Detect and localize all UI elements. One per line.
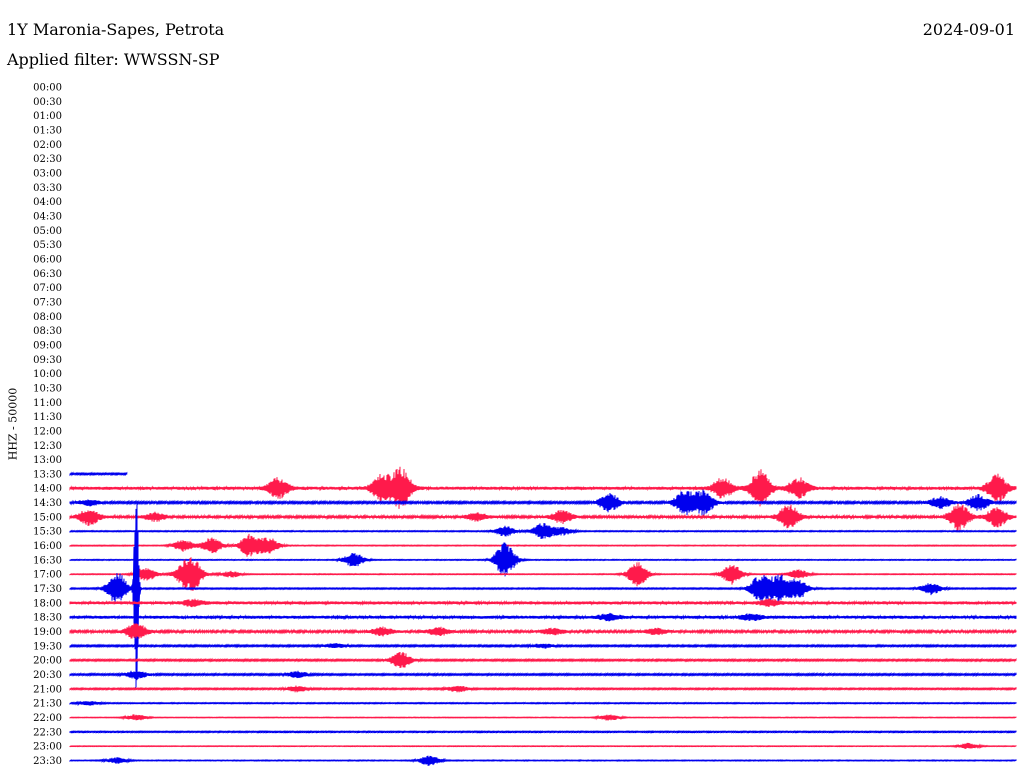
row-tick-label: 23:00 (33, 742, 62, 753)
trace-line (69, 714, 1017, 721)
row-tick-label: 13:30 (33, 469, 62, 480)
date-label: 2024-09-01 (922, 20, 1015, 39)
trace-line (69, 612, 1017, 622)
row-tick-label: 13:00 (33, 455, 62, 466)
row-tick-label: 06:30 (33, 269, 62, 280)
trace-line (69, 557, 1017, 591)
row-tick-label: 19:00 (33, 627, 62, 638)
row-tick-label: 20:00 (33, 656, 62, 667)
row-tick-label: 14:30 (33, 498, 62, 509)
row-tick-label: 06:00 (33, 255, 62, 266)
row-tick-label: 18:00 (33, 598, 62, 609)
filter-label: Applied filter: WWSSN-SP (7, 50, 220, 69)
row-tick-label: 21:30 (33, 699, 62, 710)
row-tick-label: 08:30 (33, 326, 62, 337)
trace-line (69, 742, 1017, 750)
row-tick-label: 08:00 (33, 312, 62, 323)
row-tick-label: 17:30 (33, 584, 62, 595)
row-tick-label: 11:30 (33, 412, 62, 423)
row-tick-label: 04:00 (33, 197, 62, 208)
trace-line (69, 503, 1017, 532)
row-tick-label: 10:30 (33, 383, 62, 394)
row-tick-label: 17:00 (33, 570, 62, 581)
row-tick-label: 20:30 (33, 670, 62, 681)
row-tick-label: 21:00 (33, 684, 62, 695)
row-tick-label: 03:30 (33, 183, 62, 194)
row-tick-label: 22:30 (33, 727, 62, 738)
trace-line (69, 642, 1017, 649)
row-tick-label: 05:00 (33, 226, 62, 237)
trace-line (69, 533, 1017, 557)
row-tick-label: 15:00 (33, 512, 62, 523)
row-tick-label: 01:00 (33, 111, 62, 122)
row-tick-label: 09:00 (33, 340, 62, 351)
row-tick-label: 09:30 (33, 355, 62, 366)
trace-line (69, 623, 1017, 639)
row-tick-label: 19:30 (33, 641, 62, 652)
row-tick-label: 02:00 (33, 140, 62, 151)
trace-line (69, 501, 1017, 689)
row-tick-label: 02:30 (33, 154, 62, 165)
row-tick-label: 16:30 (33, 555, 62, 566)
trace-line (69, 598, 1017, 608)
row-tick-label: 01:30 (33, 126, 62, 137)
row-tick-label: 14:00 (33, 484, 62, 495)
row-tick-label: 07:00 (33, 283, 62, 294)
trace-line (69, 651, 1017, 669)
trace-line (69, 522, 1017, 540)
trace-line (69, 730, 1017, 734)
row-tick-label: 00:00 (33, 83, 62, 94)
trace-line (69, 471, 128, 477)
row-tick-label: 07:30 (33, 297, 62, 308)
row-tick-label: 12:30 (33, 441, 62, 452)
trace-line (69, 700, 1017, 706)
row-tick-label: 23:30 (33, 756, 62, 767)
row-tick-label: 15:30 (33, 527, 62, 538)
trace-line (69, 466, 1017, 509)
trace-line (69, 670, 1017, 680)
row-tick-label: 18:30 (33, 613, 62, 624)
row-tick-label: 11:00 (33, 398, 62, 409)
trace-line (69, 542, 1017, 577)
row-tick-label: 03:00 (33, 169, 62, 180)
row-tick-label: 12:00 (33, 426, 62, 437)
trace-line (69, 755, 1017, 766)
row-tick-label: 10:00 (33, 369, 62, 380)
row-tick-label: 05:30 (33, 240, 62, 251)
row-tick-label: 16:00 (33, 541, 62, 552)
trace-line (69, 685, 1017, 693)
station-title: 1Y Maronia-Sapes, Petrota (7, 20, 225, 39)
row-tick-label: 00:30 (33, 97, 62, 108)
row-tick-label: 04:30 (33, 212, 62, 223)
row-tick-label: 22:00 (33, 713, 62, 724)
trace-line (69, 489, 1017, 516)
